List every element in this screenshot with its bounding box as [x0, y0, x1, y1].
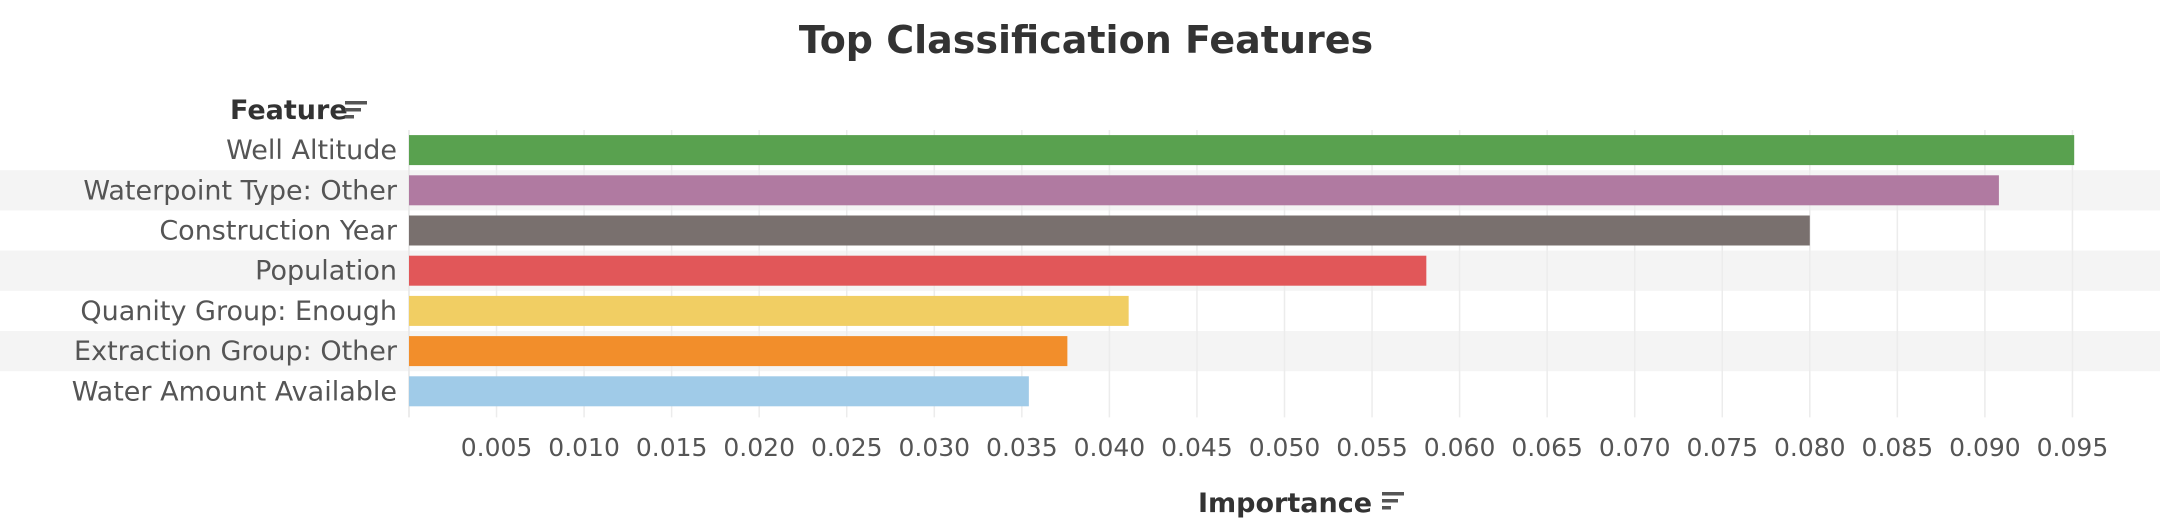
x-tick-label: 0.030 [899, 433, 971, 462]
row-label: Extraction Group: Other [74, 336, 398, 367]
bar[interactable] [409, 376, 1029, 407]
bar[interactable] [409, 255, 1427, 286]
y-sort-icon[interactable] [345, 101, 367, 119]
row-label: Water Amount Available [72, 376, 397, 407]
row-label: Population [255, 256, 397, 287]
x-tick-label: 0.045 [1161, 433, 1233, 462]
bar[interactable] [409, 336, 1068, 367]
x-tick-label: 0.020 [723, 433, 795, 462]
bar[interactable] [409, 175, 1999, 206]
bar[interactable] [409, 135, 2075, 166]
chart-title: Top Classification Features [798, 18, 1374, 62]
y-axis-title: Feature [230, 95, 348, 126]
x-tick-label: 0.055 [1336, 433, 1408, 462]
x-tick-label: 0.005 [461, 433, 533, 462]
bar[interactable] [409, 215, 1810, 246]
bar[interactable] [409, 295, 1129, 326]
x-tick-label: 0.050 [1249, 433, 1321, 462]
x-tick-label: 0.095 [2037, 433, 2109, 462]
x-tick-label: 0.085 [1862, 433, 1934, 462]
x-tick-labels: 0.005 0.010 0.015 0.020 0.025 0.030 0.035 0.040… [461, 433, 2108, 462]
x-sort-icon[interactable] [1382, 492, 1404, 510]
x-tick-label: 0.035 [986, 433, 1058, 462]
row-label: Well Altitude [226, 135, 397, 166]
row-label: Quanity Group: Enough [80, 296, 397, 327]
row-label: Waterpoint Type: Other [83, 175, 398, 206]
x-tick-label: 0.060 [1424, 433, 1496, 462]
row-band [0, 331, 2160, 372]
x-tick-label: 0.075 [1686, 433, 1758, 462]
x-axis-title: Importance [1198, 488, 1372, 519]
row-labels: Well Altitude Waterpoint Type: Other Const… [72, 135, 398, 407]
x-tick-label: 0.015 [636, 433, 708, 462]
x-tick-label: 0.070 [1599, 433, 1671, 462]
row-label: Construction Year [159, 216, 398, 247]
x-tick-label: 0.065 [1511, 433, 1583, 462]
x-tick-label: 0.080 [1774, 433, 1846, 462]
x-tick-label: 0.025 [811, 433, 883, 462]
x-tick-label: 0.040 [1074, 433, 1146, 462]
x-tick-label: 0.010 [548, 433, 620, 462]
bars [409, 135, 2075, 407]
x-tick-label: 0.090 [1949, 433, 2021, 462]
